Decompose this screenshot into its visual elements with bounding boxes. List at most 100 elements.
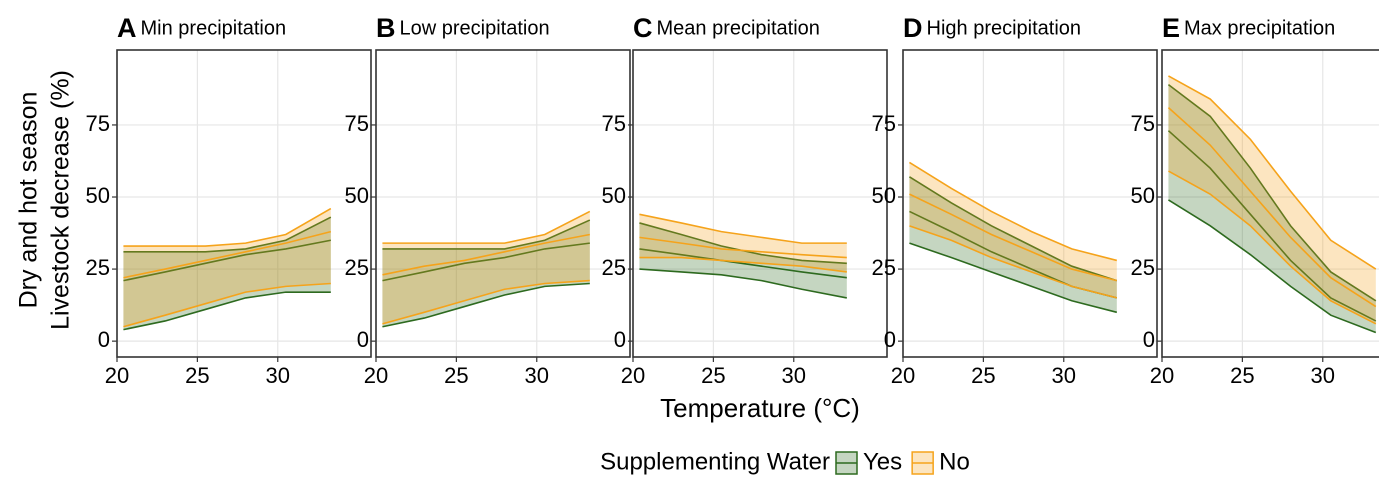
mean-line [123, 239, 331, 282]
y-tick-label: 75 [86, 111, 110, 136]
panel-title: Max precipitation [1184, 17, 1335, 39]
panel-background [1162, 50, 1379, 357]
legend-title: Supplementing Water [600, 448, 830, 475]
x-tick-label: 30 [782, 363, 806, 388]
lower-line [123, 291, 331, 331]
x-tick-label: 30 [525, 363, 549, 388]
lower-line [382, 279, 590, 325]
lower-line [382, 282, 590, 328]
ribbon [639, 222, 847, 298]
panel: 0 25 50 75 20 25 30 C Mean precipitation [602, 13, 888, 388]
y-tick-label: 75 [602, 111, 626, 136]
panel-title: Mean precipitation [657, 17, 820, 39]
y-tick-label: 0 [614, 327, 626, 352]
legend-label: Yes [863, 448, 902, 475]
panel-label: A [117, 13, 137, 43]
upper-line [639, 213, 847, 244]
y-tick-label: 25 [872, 255, 896, 280]
y-tick-label: 50 [872, 183, 896, 208]
y-tick-label: 0 [98, 327, 110, 352]
panel-label: B [376, 13, 396, 43]
ribbon [382, 211, 590, 324]
panel: 0 25 50 75 20 25 30 E Max precipitation [1131, 13, 1379, 388]
y-axis-label: Dry and hot season [15, 92, 43, 309]
y-tick-label: 0 [884, 327, 896, 352]
panel-title: High precipitation [927, 17, 1082, 39]
lower-line [909, 242, 1118, 314]
mean-line [1167, 130, 1377, 322]
lower-line [909, 225, 1118, 299]
y-tick-label: 25 [86, 255, 110, 280]
panel: 0 25 50 75 20 25 30 B Low precipitation [345, 13, 631, 388]
x-tick-label: 25 [1230, 363, 1254, 388]
x-tick-label: 25 [971, 363, 995, 388]
ribbon [123, 208, 331, 327]
ribbon [382, 220, 590, 327]
y-tick-label: 50 [602, 183, 626, 208]
upper-line [382, 219, 591, 250]
upper-line [123, 216, 332, 253]
x-tick-label: 30 [266, 363, 290, 388]
y-tick-label: 75 [345, 111, 369, 136]
panel: 0 25 50 75 20 25 30 A Min precipitation [86, 13, 372, 388]
upper-line [909, 176, 1118, 282]
upper-line [1168, 75, 1377, 270]
panel: 0 25 50 75 20 25 30 D High precipitation [872, 13, 1158, 388]
mean-line [382, 242, 590, 282]
y-tick-label: 75 [872, 111, 896, 136]
x-axis-label: Temperature (°C) [660, 393, 860, 423]
panel-background [903, 50, 1157, 357]
lower-line [1168, 170, 1377, 325]
y-tick-label: 50 [86, 183, 110, 208]
x-tick-label: 20 [1150, 363, 1174, 388]
panel-label: D [903, 13, 923, 43]
panel-background [376, 50, 630, 357]
mean-line [639, 248, 847, 279]
panel-title: Low precipitation [400, 17, 550, 39]
x-tick-label: 20 [891, 363, 915, 388]
lower-line [123, 282, 331, 328]
ribbon [909, 162, 1117, 298]
y-tick-label: 75 [1131, 111, 1155, 136]
mean-line [1167, 107, 1377, 308]
panel-border [1161, 49, 1379, 358]
x-tick-label: 30 [1311, 363, 1335, 388]
mean-line [382, 233, 590, 276]
upper-line [123, 207, 332, 247]
panel-border [902, 49, 1158, 358]
x-tick-label: 25 [185, 363, 209, 388]
x-tick-label: 25 [701, 363, 725, 388]
y-tick-label: 0 [357, 327, 369, 352]
y-tick-label: 25 [345, 255, 369, 280]
legend-label: No [939, 448, 970, 475]
upper-line [382, 210, 591, 244]
y-tick-label: 25 [602, 255, 626, 280]
panel-title: Min precipitation [141, 17, 287, 39]
panel-background [117, 50, 371, 357]
y-axis-label: Livestock decrease (%) [47, 70, 75, 330]
panel-border [375, 49, 631, 358]
y-tick-label: 50 [1131, 183, 1155, 208]
legend: Supplementing Water Yes No [600, 448, 970, 475]
x-tick-label: 20 [621, 363, 645, 388]
panel-border [116, 49, 372, 358]
panel-label: C [633, 13, 653, 43]
y-tick-label: 0 [1143, 327, 1155, 352]
lower-line [1168, 199, 1377, 334]
x-tick-label: 25 [444, 363, 468, 388]
mean-line [123, 230, 332, 279]
lower-line [639, 256, 847, 273]
mean-line [909, 193, 1118, 282]
upper-line [1167, 83, 1377, 302]
x-tick-label: 20 [105, 363, 129, 388]
panel-label: E [1162, 13, 1180, 43]
panel-background [633, 50, 887, 357]
y-tick-label: 25 [1131, 255, 1155, 280]
y-tick-label: 50 [345, 183, 369, 208]
lower-line [639, 268, 847, 299]
mean-line [639, 236, 847, 259]
upper-line [909, 161, 1118, 262]
x-tick-label: 20 [364, 363, 388, 388]
x-tick-label: 30 [1052, 363, 1076, 388]
